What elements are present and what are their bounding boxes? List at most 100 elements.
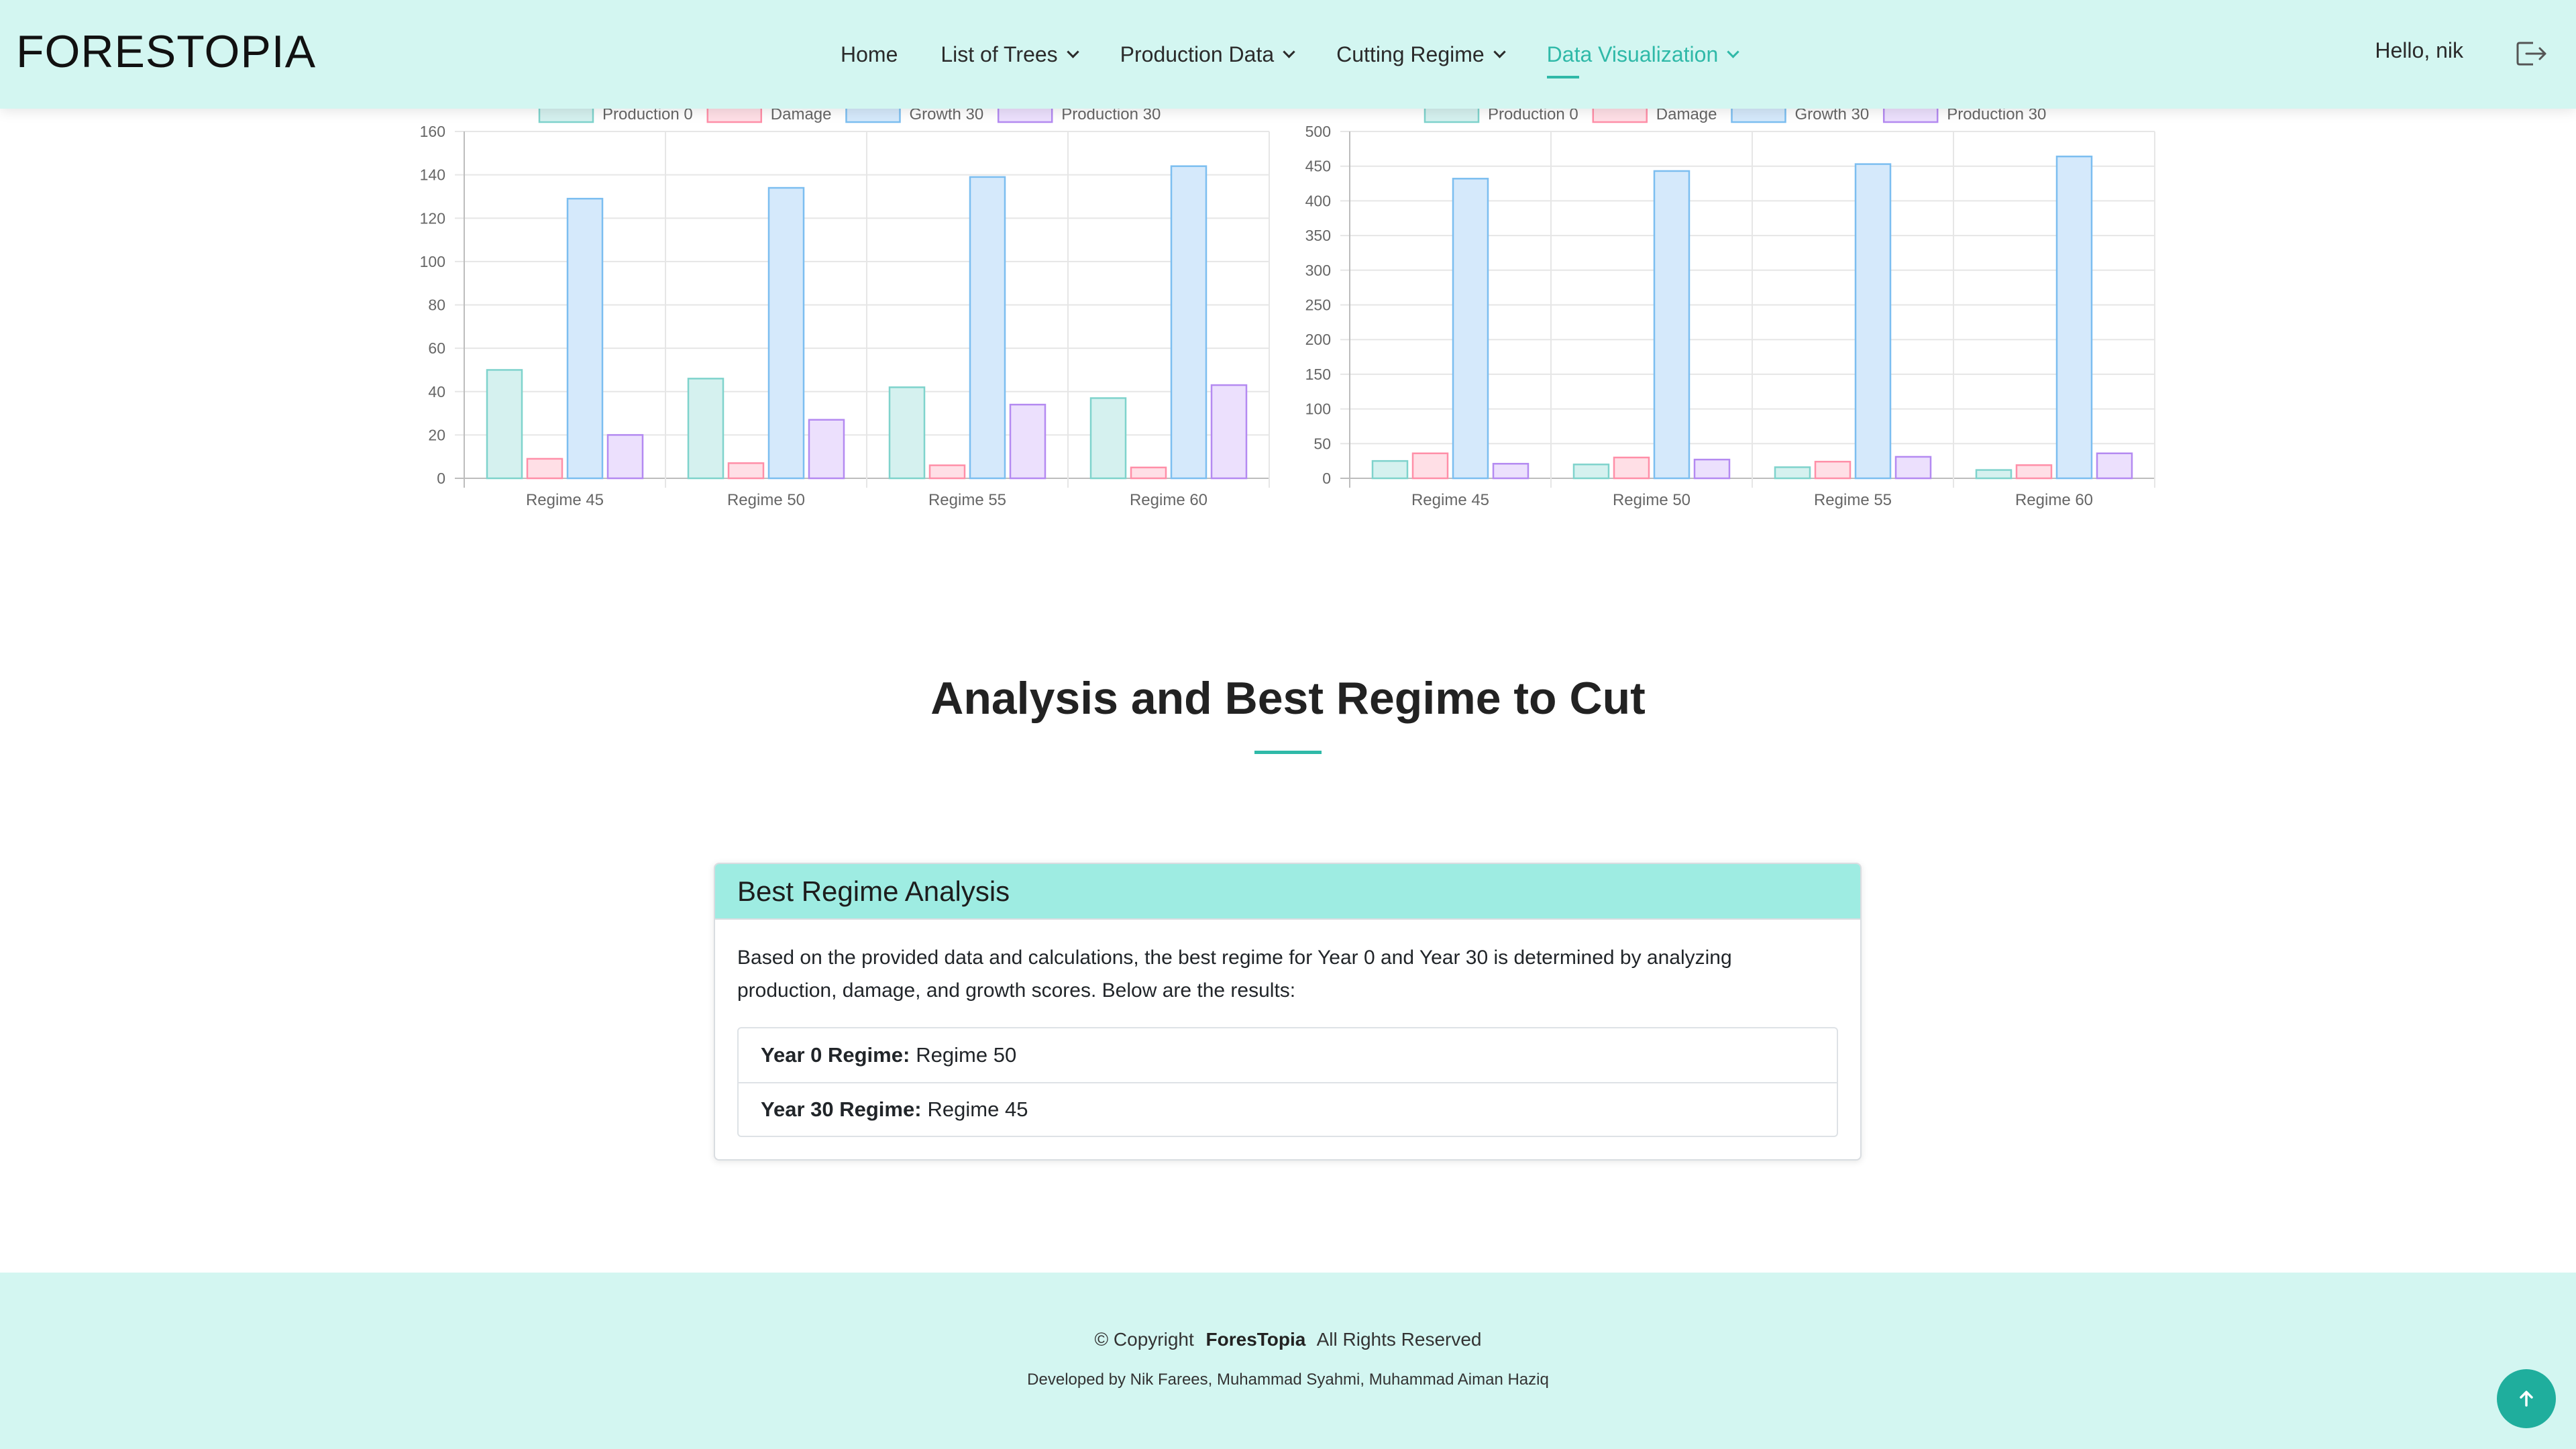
bar-production-0 <box>687 378 724 480</box>
x-tick-label: Regime 50 <box>727 491 805 509</box>
y-tick-label: 250 <box>1305 297 1331 314</box>
bar-chart-right: 0 50 100 150 200 250 300 350 400 450 500 Regime 45 R… <box>1305 102 2155 509</box>
card-title: Best Regime Analysis <box>715 864 1860 920</box>
bar-damage <box>526 458 564 480</box>
x-tick-label: Regime 55 <box>928 491 1006 509</box>
nav-data-visualization-label: Data Visualization <box>1546 42 1719 66</box>
logout-icon[interactable] <box>2516 40 2548 67</box>
best-regime-card: Best Regime Analysis Based on the provid… <box>714 863 1862 1161</box>
bar-growth-30 <box>566 197 604 480</box>
bar-damage <box>1814 460 1851 480</box>
bar-damage <box>2015 464 2053 480</box>
result-value: Regime 50 <box>916 1043 1017 1067</box>
result-label: Year 30 Regime: <box>761 1097 922 1121</box>
bar-production-30 <box>1009 403 1046 480</box>
y-tick-label: 100 <box>420 253 445 270</box>
bar-production-0 <box>486 369 523 480</box>
card-body: Based on the provided data and calculati… <box>715 920 1860 1159</box>
bar-production-0 <box>1572 464 1610 480</box>
footer: © Copyright ForesTopia All Rights Reserv… <box>0 1273 2576 1449</box>
result-list: Year 0 Regime: Regime 50 Year 30 Regime:… <box>737 1027 1838 1137</box>
bar-growth-30 <box>1452 178 1489 480</box>
bar-damage <box>928 464 966 480</box>
chevron-down-icon <box>1283 45 1295 58</box>
bar-production-30 <box>808 419 845 480</box>
bar-growth-30 <box>1653 170 1690 480</box>
chevron-down-icon <box>1066 45 1079 58</box>
bar-damage <box>1411 452 1449 480</box>
bar-production-0 <box>1774 466 1811 480</box>
bar-growth-30 <box>2055 155 2093 480</box>
nav-list-of-trees-label: List of Trees <box>941 42 1058 66</box>
bar-damage <box>1130 466 1167 480</box>
y-tick-label: 500 <box>1305 123 1331 140</box>
bar-chart-left: 0 20 40 60 80 100 120 140 160 Regime 45 Regime 50 R… <box>420 102 1270 509</box>
copyright-line: © Copyright ForesTopia All Rights Reserv… <box>0 1329 2576 1350</box>
chevron-down-icon <box>1493 45 1506 58</box>
result-item-year-30: Year 30 Regime: Regime 45 <box>739 1082 1837 1136</box>
y-tick-label: 400 <box>1305 192 1331 209</box>
y-tick-label: 100 <box>1305 400 1331 418</box>
x-tick-label: Regime 60 <box>1130 491 1208 509</box>
y-tick-label: 60 <box>428 339 445 357</box>
bar-damage <box>727 462 765 480</box>
nav-production-data[interactable]: Production Data <box>1120 34 1295 74</box>
nav-production-data-label: Production Data <box>1120 42 1275 66</box>
bar-production-30 <box>1693 458 1731 480</box>
copyright-rights: All Rights Reserved <box>1316 1329 1482 1350</box>
result-label: Year 0 Regime: <box>761 1043 910 1067</box>
y-tick-label: 40 <box>428 383 445 400</box>
y-tick-label: 300 <box>1305 262 1331 279</box>
y-tick-label: 350 <box>1305 227 1331 244</box>
y-tick-label: 140 <box>420 166 445 184</box>
bar-damage <box>1613 456 1650 480</box>
bar-production-0 <box>1089 397 1127 480</box>
y-tick-label: 50 <box>1313 435 1331 452</box>
main-nav: Home List of Trees Production Data Cutti… <box>841 0 1780 109</box>
title-underline <box>1254 751 1322 754</box>
nav-home[interactable]: Home <box>841 34 898 74</box>
y-tick-label: 150 <box>1305 366 1331 383</box>
bar-growth-30 <box>1854 163 1892 480</box>
y-tick-label: 20 <box>428 426 445 443</box>
bar-production-30 <box>1894 455 1932 480</box>
y-tick-label: 120 <box>420 209 445 227</box>
bar-production-30 <box>2096 452 2133 480</box>
analysis-text: Based on the provided data and calculati… <box>737 947 1732 1002</box>
result-value: Regime 45 <box>927 1097 1028 1121</box>
back-to-top-button[interactable] <box>2497 1369 2556 1428</box>
bar-production-30 <box>1210 384 1248 480</box>
y-tick-label: 200 <box>1305 331 1331 348</box>
bar-production-30 <box>606 434 644 480</box>
chevron-down-icon <box>1727 45 1739 58</box>
bar-growth-30 <box>1170 165 1208 480</box>
result-item-year-0: Year 0 Regime: Regime 50 <box>739 1028 1837 1082</box>
nav-home-label: Home <box>841 42 898 66</box>
top-header: FORESTOPIA Home List of Trees Production… <box>0 0 2576 109</box>
x-tick-label: Regime 50 <box>1613 491 1690 509</box>
bar-growth-30 <box>767 186 805 480</box>
footer-brand: ForesTopia <box>1205 1329 1306 1350</box>
site-logo[interactable]: FORESTOPIA <box>16 26 317 77</box>
bar-production-0 <box>1975 469 2012 480</box>
arrow-up-icon <box>2520 1391 2533 1407</box>
section-title: Analysis and Best Regime to Cut <box>930 673 1646 724</box>
x-tick-label: Regime 45 <box>1411 491 1489 509</box>
y-tick-label: 160 <box>420 123 445 140</box>
nav-cutting-regime[interactable]: Cutting Regime <box>1336 34 1506 74</box>
nav-list-of-trees[interactable]: List of Trees <box>941 34 1079 74</box>
y-tick-label: 0 <box>1322 470 1331 487</box>
x-tick-label: Regime 55 <box>1814 491 1892 509</box>
bar-production-30 <box>1492 463 1529 480</box>
user-greeting: Hello, nik <box>2375 38 2463 62</box>
bar-production-0 <box>1371 460 1409 480</box>
x-tick-label: Regime 60 <box>2015 491 2093 509</box>
y-tick-label: 450 <box>1305 158 1331 175</box>
x-tick-label: Regime 45 <box>526 491 604 509</box>
bar-growth-30 <box>969 176 1006 480</box>
nav-data-visualization[interactable]: Data Visualization <box>1546 34 1739 78</box>
bar-production-0 <box>888 386 926 480</box>
y-tick-label: 80 <box>428 297 445 314</box>
copyright-prefix: © Copyright <box>1094 1329 1194 1350</box>
footer-credits: Developed by Nik Farees, Muhammad Syahmi… <box>1027 1371 1549 1389</box>
